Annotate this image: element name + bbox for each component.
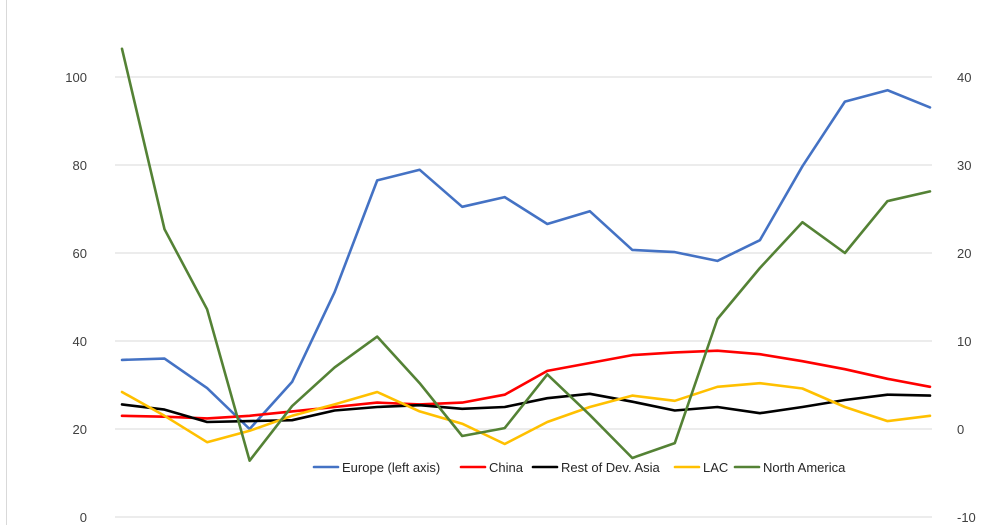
frame-left-border	[6, 0, 7, 525]
left-axis-ticks: 0 20 40 60 80 100	[65, 70, 87, 525]
right-tick-label: 30	[957, 158, 971, 173]
series-line-china	[120, 349, 932, 420]
right-tick-label: 20	[957, 246, 971, 261]
series-line-europe-left-axis	[120, 88, 932, 431]
left-tick-label: 40	[73, 334, 87, 349]
right-tick-label: 0	[957, 422, 964, 437]
series-lines	[120, 47, 932, 463]
series-line-lac	[120, 381, 932, 446]
left-tick-label: 20	[73, 422, 87, 437]
right-tick-label: 10	[957, 334, 971, 349]
gridlines	[115, 76, 932, 518]
left-tick-label: 0	[80, 510, 87, 525]
right-axis-ticks: -10 0 10 20 30 40	[957, 70, 976, 525]
legend-label-china: China	[489, 460, 524, 475]
right-tick-label: -10	[957, 510, 976, 525]
series-line-north-america	[120, 47, 932, 463]
series-line-rest-of-dev-asia	[120, 392, 932, 424]
legend-label-lac: LAC	[703, 460, 728, 475]
left-tick-label: 100	[65, 70, 87, 85]
legend: Europe (left axis) China Rest of Dev. Asia…	[312, 460, 846, 475]
legend-label-europe-left-axis: Europe (left axis)	[342, 460, 440, 475]
right-tick-label: 40	[957, 70, 971, 85]
left-tick-label: 60	[73, 246, 87, 261]
legend-label-north-america: North America	[763, 460, 846, 475]
left-tick-label: 80	[73, 158, 87, 173]
legend-label-rest-of-dev-asia: Rest of Dev. Asia	[561, 460, 661, 475]
